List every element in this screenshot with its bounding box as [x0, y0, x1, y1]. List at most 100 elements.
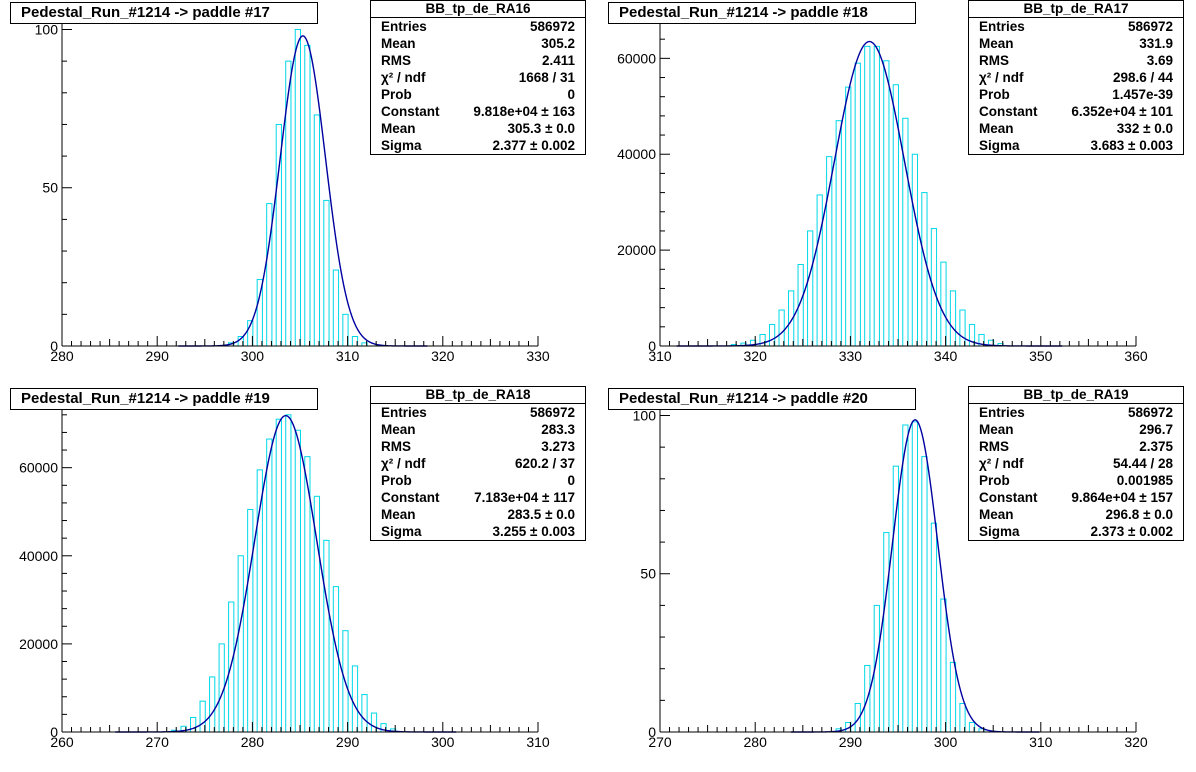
histogram-bar — [854, 62, 861, 347]
histogram-bar — [949, 661, 957, 733]
chart-title: Pedestal_Run_#1214 -> paddle #20 — [608, 388, 916, 410]
y-tick-label: 40000 — [617, 146, 656, 162]
stats-key: Constant — [381, 490, 440, 505]
x-tick-label: 270 — [146, 734, 170, 750]
y-tick-label: 100 — [35, 21, 59, 37]
stats-key: χ² / ndf — [381, 70, 426, 85]
x-tick-label: 290 — [839, 734, 863, 750]
x-tick-label: 260 — [50, 734, 74, 750]
stats-value: 2.377 ± 0.002 — [492, 138, 575, 153]
histogram-bar — [940, 261, 947, 347]
stats-row: Sigma 3.683 ± 0.003 — [969, 137, 1183, 154]
histogram-bar — [778, 309, 785, 347]
histogram-bar — [873, 45, 880, 347]
pad-4: 270 280 290 300 310 320 0 50 100 Pedestal_Run_#12… — [598, 386, 1196, 772]
x-tick-label: 330 — [839, 348, 863, 364]
stats-key: Mean — [381, 121, 416, 136]
x-tick-label: 320 — [431, 348, 455, 364]
histogram-bar — [807, 230, 814, 347]
stats-value: 7.183e+04 ± 117 — [474, 490, 575, 505]
stats-key: Prob — [381, 87, 412, 102]
stats-key: Entries — [381, 19, 427, 34]
stats-name: BB_tp_de_RA17 — [969, 1, 1183, 18]
stats-box: BB_tp_de_RA16 Entries 586972 Mean 305.2 RMS 2.… — [370, 0, 586, 155]
stats-row: Constant 9.864e+04 ± 157 — [969, 489, 1183, 506]
histogram-bar — [247, 509, 254, 733]
x-tick-label: 330 — [526, 348, 550, 364]
stats-value: 296.8 ± 0.0 — [1105, 507, 1173, 522]
stats-row: Mean 283.5 ± 0.0 — [371, 506, 585, 523]
stats-key: Sigma — [979, 138, 1020, 153]
stats-row: RMS 3.69 — [969, 52, 1183, 69]
stats-row: Constant 9.818e+04 ± 163 — [371, 103, 585, 120]
stats-value: 586972 — [1127, 405, 1173, 420]
x-tick-label: 290 — [336, 734, 360, 750]
stats-name: BB_tp_de_RA16 — [371, 1, 585, 18]
x-tick-label: 280 — [241, 734, 265, 750]
histogram-bar — [332, 269, 340, 347]
histogram-bar — [911, 421, 919, 733]
stats-key: Constant — [979, 490, 1038, 505]
y-tick-label: 0 — [50, 338, 58, 354]
stats-key: Sigma — [979, 524, 1020, 539]
histogram-bar — [845, 86, 852, 347]
histogram-bar — [294, 429, 301, 733]
stats-name: BB_tp_de_RA19 — [969, 387, 1183, 404]
stats-key: χ² / ndf — [979, 456, 1024, 471]
stats-key: Constant — [979, 104, 1038, 119]
stats-key: Sigma — [381, 138, 422, 153]
stats-key: Entries — [979, 19, 1025, 34]
stats-value: 1.457e-39 — [1112, 87, 1173, 102]
x-tick-label: 350 — [1029, 348, 1053, 364]
x-tick-label: 270 — [648, 734, 672, 750]
x-tick-label: 310 — [648, 348, 672, 364]
stats-key: Sigma — [381, 524, 422, 539]
stats-key: RMS — [381, 439, 411, 454]
histogram-bar — [902, 424, 909, 733]
stats-value: 305.2 — [541, 36, 575, 51]
stats-key: Prob — [979, 87, 1010, 102]
x-tick-label: 280 — [50, 348, 74, 364]
histogram-bar — [361, 694, 368, 733]
chart-title: Pedestal_Run_#1214 -> paddle #18 — [608, 2, 916, 24]
stats-key: Mean — [381, 507, 416, 522]
histogram-bar — [864, 45, 871, 347]
stats-row: Sigma 3.255 ± 0.003 — [371, 523, 585, 540]
stats-key: Mean — [979, 121, 1014, 136]
histogram-bar — [275, 418, 282, 733]
stats-key: χ² / ndf — [979, 70, 1024, 85]
stats-row: Entries 586972 — [371, 404, 585, 421]
histogram-svg: 280 290 300 310 320 330 0 50 100 — [35, 20, 550, 364]
stats-row: Sigma 2.373 ± 0.002 — [969, 523, 1183, 540]
stats-value: 2.373 ± 0.002 — [1090, 524, 1173, 539]
stats-key: RMS — [381, 53, 411, 68]
stats-value: 9.818e+04 ± 163 — [473, 104, 575, 119]
stats-key: Mean — [979, 507, 1014, 522]
stats-value: 620.2 / 37 — [514, 456, 575, 471]
chart-title: Pedestal_Run_#1214 -> paddle #17 — [10, 2, 318, 24]
stats-value: 586972 — [529, 405, 575, 420]
x-tick-label: 280 — [744, 734, 768, 750]
stats-key: Mean — [381, 36, 416, 51]
stats-key: Entries — [381, 405, 427, 420]
stats-key: χ² / ndf — [381, 456, 426, 471]
x-tick-label: 310 — [526, 734, 550, 750]
stats-value: 9.864e+04 ± 157 — [1071, 490, 1173, 505]
histogram-bar — [949, 290, 957, 347]
stats-name: BB_tp_de_RA18 — [371, 387, 585, 404]
stats-value: 6.352e+04 ± 101 — [1071, 104, 1173, 119]
y-tick-label: 20000 — [19, 636, 58, 652]
stats-key: Mean — [381, 422, 416, 437]
histogram-bar — [930, 522, 938, 733]
y-tick-label: 40000 — [19, 548, 58, 564]
histogram-bar — [959, 309, 966, 347]
stats-box: BB_tp_de_RA17 Entries 586972 Mean 331.9 RMS 3.… — [968, 0, 1184, 155]
histogram-bar — [883, 532, 890, 733]
stats-value: 3.255 ± 0.003 — [492, 524, 575, 539]
x-tick-label: 320 — [1124, 734, 1148, 750]
histogram-bar — [921, 192, 928, 347]
y-tick-label: 60000 — [617, 50, 656, 66]
stats-row: Constant 6.352e+04 ± 101 — [969, 103, 1183, 120]
stats-key: RMS — [979, 53, 1009, 68]
x-tick-label: 300 — [934, 734, 958, 750]
